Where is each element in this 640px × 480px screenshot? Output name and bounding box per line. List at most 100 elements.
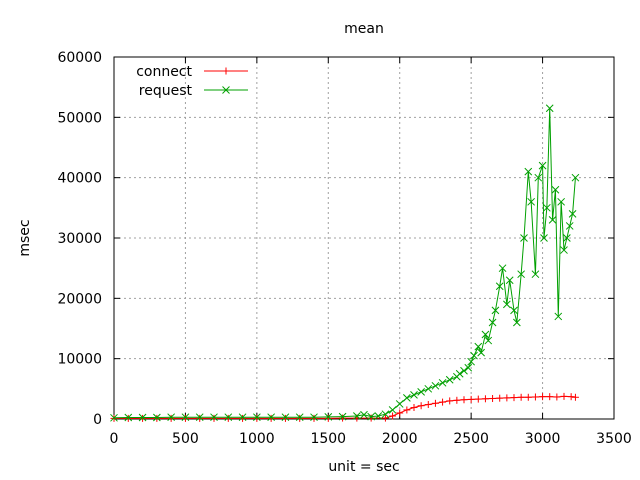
- connect-point: [253, 414, 261, 422]
- connect-point: [381, 414, 389, 422]
- request-point: [438, 378, 447, 387]
- request-point: [548, 216, 557, 224]
- connect-point: [453, 396, 461, 404]
- request-point: [324, 413, 333, 421]
- request-point: [513, 318, 521, 327]
- connect-point: [567, 393, 575, 401]
- request-point: [338, 412, 347, 421]
- request-point: [488, 318, 497, 327]
- request-point: [534, 173, 543, 182]
- connect-point: [424, 401, 432, 409]
- connect-point: [524, 393, 532, 401]
- request-point: [477, 348, 485, 357]
- request-point: [210, 413, 218, 422]
- x-tick-label: 2000: [382, 431, 418, 447]
- request-point: [403, 394, 411, 402]
- request-point: [540, 234, 548, 242]
- connect-point: [517, 393, 525, 401]
- connect-point: [367, 414, 375, 422]
- connect-point: [267, 414, 275, 422]
- request-point: [517, 270, 525, 279]
- request-point: [424, 384, 433, 393]
- y-tick-label: 60000: [57, 50, 102, 66]
- request-point: [455, 369, 464, 378]
- connect-point: [324, 414, 332, 422]
- request-point: [417, 387, 425, 396]
- request-point: [138, 413, 147, 422]
- request-point: [360, 410, 368, 419]
- request-point: [395, 400, 404, 408]
- request-point: [467, 357, 475, 366]
- x-tick-label: 3000: [525, 431, 561, 447]
- connect-point: [546, 393, 554, 401]
- connect-point: [439, 398, 447, 406]
- request-point: [281, 413, 290, 422]
- request-point: [505, 276, 514, 285]
- connect-point: [139, 414, 147, 422]
- y-tick-label: 30000: [57, 231, 102, 247]
- connect-point: [571, 393, 579, 401]
- legend-label: connect: [136, 64, 192, 80]
- request-point: [253, 413, 261, 422]
- request-point: [503, 300, 511, 309]
- request-point: [474, 342, 483, 351]
- y-tick-label: 40000: [57, 171, 102, 187]
- request-point: [310, 413, 318, 422]
- request-point: [195, 413, 204, 422]
- request-point: [464, 363, 473, 372]
- request-point: [267, 413, 275, 422]
- x-tick-label: 3500: [596, 431, 632, 447]
- connect-point: [496, 394, 504, 402]
- request-point: [571, 173, 580, 182]
- request-point: [495, 282, 504, 291]
- legend-marker: [222, 67, 230, 75]
- connect-point: [403, 406, 411, 414]
- grid-layer: [114, 57, 614, 419]
- connect-point: [539, 393, 547, 401]
- connect-point: [224, 414, 232, 422]
- connect-point: [460, 396, 468, 404]
- connect-point: [239, 414, 247, 422]
- request-point: [353, 412, 361, 420]
- connect-point: [389, 412, 397, 420]
- request-point: [295, 413, 304, 422]
- y-tick-label: 20000: [57, 291, 102, 307]
- request-point: [181, 413, 190, 422]
- request-point: [491, 306, 500, 315]
- request-point: [445, 375, 454, 384]
- request-point: [374, 412, 383, 420]
- request-point: [431, 381, 440, 390]
- connect-point: [281, 414, 289, 422]
- legend: connect request: [136, 64, 248, 99]
- legend-item-request: request: [139, 83, 248, 99]
- request-point: [557, 197, 565, 206]
- connect-point: [417, 402, 425, 410]
- request-point: [153, 413, 161, 422]
- x-tick-label: 500: [172, 431, 199, 447]
- request-point: [520, 234, 528, 242]
- connect-point: [124, 414, 132, 422]
- connect-point: [560, 392, 568, 400]
- connect-point: [196, 414, 204, 422]
- request-point: [531, 270, 540, 279]
- x-tick-label: 1000: [239, 431, 275, 447]
- request-point: [484, 336, 493, 345]
- series-layer: [110, 104, 580, 422]
- request-point: [381, 410, 390, 419]
- tick-layer: 0 500 1000 1500 2000 2500 3000 3500 0 10000 20000 3…: [57, 50, 631, 447]
- connect-point: [396, 409, 404, 417]
- request-point: [481, 330, 490, 339]
- legend-item-connect: connect: [136, 64, 248, 80]
- request-point: [551, 185, 560, 194]
- request-point: [545, 104, 554, 113]
- request-point: [543, 203, 551, 212]
- request-point: [527, 197, 535, 206]
- request-point: [124, 413, 133, 422]
- request-point: [167, 413, 175, 422]
- series-request: [110, 104, 580, 422]
- y-axis-label: msec: [17, 219, 33, 256]
- connect-point: [167, 414, 175, 422]
- request-point: [565, 222, 574, 230]
- request-point: [238, 413, 247, 422]
- legend-marker: [222, 86, 230, 94]
